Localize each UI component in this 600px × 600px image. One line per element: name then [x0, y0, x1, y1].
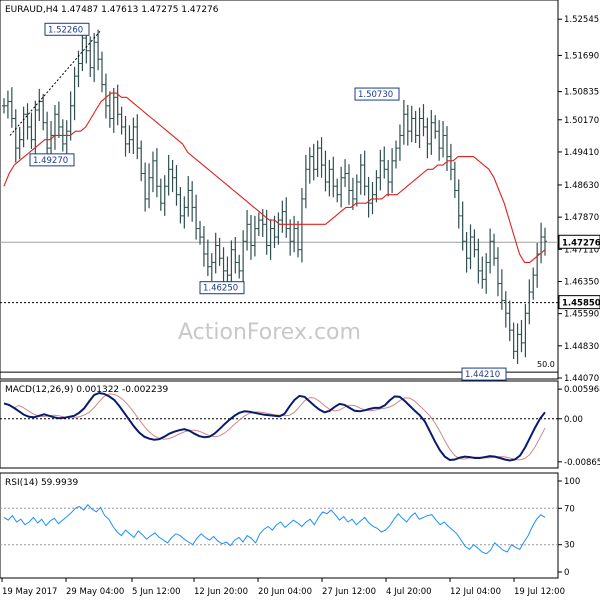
- rsi-tick-label: 30: [564, 541, 575, 551]
- moving-average-line: [3, 92, 546, 263]
- macd-signal-line: [3, 393, 546, 461]
- watermark: ActionForex.com: [178, 320, 361, 345]
- x-tick-label: 4 Jul 20:00: [386, 587, 432, 597]
- price-annotation-box: [199, 281, 245, 295]
- x-tick-label: 19 Jul 12:00: [514, 587, 565, 597]
- current-price-box: [558, 234, 600, 249]
- rsi-tick-label: 70: [564, 504, 575, 514]
- price-annotation-label: 1.44210: [465, 370, 500, 380]
- price-tick-label: 1.47110: [564, 245, 599, 255]
- x-tick-label: 27 Jun 12:00: [322, 587, 376, 597]
- x-tick-label: 29 May 04:00: [66, 587, 124, 597]
- price-tick-label: 1.46350: [564, 277, 599, 287]
- price-annotation-box: [29, 153, 75, 167]
- rsi-tick-label: 100: [564, 477, 580, 487]
- price-annotation-box: [461, 367, 507, 381]
- macd-tick-label: -0.008657: [564, 458, 600, 468]
- macd-tick-label: 0.005968: [564, 385, 600, 395]
- x-tick-label: 5 Jun 12:00: [132, 587, 181, 597]
- x-tick-label: 19 May 2017: [2, 587, 57, 597]
- price-annotation-label: 1.52260: [48, 25, 83, 35]
- rsi-title: RSI(14) 59.9939: [5, 478, 78, 488]
- level-label: 1.45850: [562, 299, 600, 309]
- trendline: [9, 30, 101, 136]
- price-tick-label: 1.51690: [564, 51, 599, 61]
- price-tick-label: 1.48630: [564, 181, 599, 191]
- price-pane-frame: [0, 0, 559, 380]
- price-annotation-box: [354, 87, 400, 101]
- rsi-layer: [0, 503, 558, 555]
- macd-line: [3, 391, 546, 462]
- fib-label: 50.0: [537, 360, 555, 369]
- axis-layer: 1.52545 1.51690 1.50835 1.50170 1.49410 1.486…: [1, 15, 600, 597]
- level-box: [558, 295, 600, 310]
- price-layer: 50.0 1.52260 1.49270 1.46250 1.50730 1.44210: [0, 22, 558, 381]
- price-tick-label: 1.45590: [564, 310, 599, 320]
- price-tick-label: 1.52545: [564, 15, 599, 25]
- price-tick-label: 1.49410: [564, 148, 599, 158]
- price-chart-title: EURAUD,H4 1.47487 1.47613 1.47275 1.4727…: [5, 5, 219, 15]
- rsi-tick-label: 0: [564, 568, 569, 578]
- price-tick-label: 1.44070: [564, 374, 599, 384]
- x-tick-label: 20 Jun 04:00: [258, 587, 312, 597]
- rsi-pane-frame: [0, 472, 559, 579]
- macd-title: MACD(12,26,9) 0.001322 -0.002239: [5, 385, 168, 395]
- rsi-line: [3, 503, 546, 555]
- current-price-label: 1.47276: [562, 238, 600, 248]
- price-tick-label: 1.47870: [564, 213, 599, 223]
- x-tick-label: 12 Jul 04:00: [450, 587, 501, 597]
- price-tick-label: 1.44830: [564, 342, 599, 352]
- macd-layer: [0, 391, 558, 462]
- x-tick-label: 12 Jun 20:00: [194, 587, 248, 597]
- price-tick-label: 1.50835: [564, 88, 599, 98]
- price-annotation-box: [44, 22, 90, 36]
- price-annotation-label: 1.50730: [358, 90, 393, 100]
- price-tick-label: 1.50170: [564, 116, 599, 126]
- price-annotation-label: 1.49270: [33, 156, 68, 166]
- macd-tick-label: 0.00: [564, 415, 583, 425]
- price-annotation-label: 1.46250: [203, 284, 238, 294]
